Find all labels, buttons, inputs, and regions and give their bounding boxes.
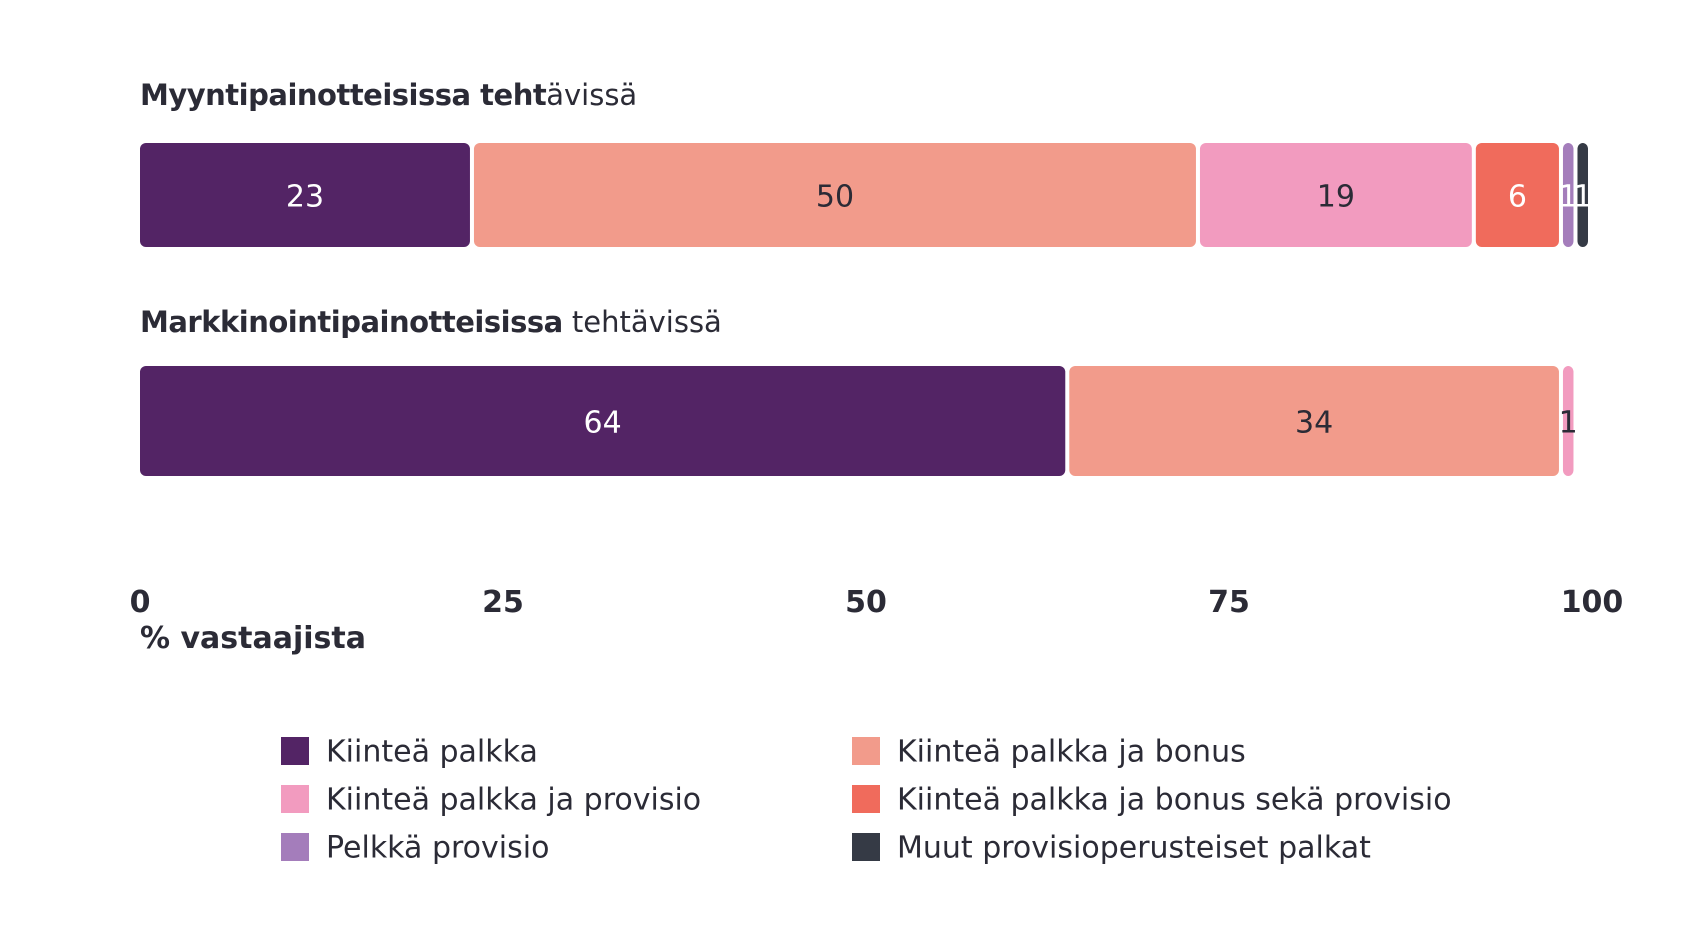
legend-swatch (281, 785, 309, 813)
legend-label: Muut provisioperusteiset palkat (897, 831, 1371, 866)
bar-segment (1562, 366, 1574, 476)
legend-swatch (852, 833, 880, 861)
bar-value-label: 19 (1317, 180, 1355, 215)
bar-segment (1475, 143, 1559, 247)
x-tick-label: 0 (130, 585, 151, 620)
legend-swatch (281, 737, 309, 765)
x-tick-label: 75 (1208, 585, 1250, 620)
legend-item: Kiinteä palkka ja provisio (281, 783, 701, 818)
legend-item: Muut provisioperusteiset palkat (852, 831, 1371, 866)
legend-swatch (852, 785, 880, 813)
bar-segment (473, 143, 1196, 247)
legend-label: Kiinteä palkka ja bonus sekä provisio (897, 783, 1452, 818)
bar-value-label: 64 (584, 406, 622, 441)
bar-segment (1562, 143, 1574, 247)
bar-value-label: 1 (1559, 180, 1578, 215)
x-axis-label: % vastaajista (140, 621, 366, 656)
legend-item: Pelkkä provisio (281, 831, 549, 866)
legend-item: Kiinteä palkka (281, 735, 538, 770)
bar-segment (1577, 143, 1588, 247)
legend-label: Kiinteä palkka ja provisio (326, 783, 701, 818)
bar-value-label: 6 (1508, 180, 1527, 215)
x-axis: 0 25 50 75 100 % vastaajista (130, 585, 1624, 656)
legend-item: Kiinteä palkka ja bonus (852, 735, 1246, 770)
bar-value-label: 1 (1559, 406, 1578, 441)
legend-swatch (281, 833, 309, 861)
bar-segment (140, 366, 1066, 476)
legend-label: Pelkkä provisio (326, 831, 549, 866)
x-tick-label: 25 (482, 585, 524, 620)
row-title-1: Markkinointipainotteisissa tehtävissä (140, 305, 722, 339)
bar-segment (1069, 366, 1559, 476)
legend-swatch (852, 737, 880, 765)
bar-segment (140, 143, 470, 247)
legend-label: Kiinteä palkka ja bonus (897, 735, 1246, 770)
x-tick-label: 100 (1561, 585, 1624, 620)
x-tick-label: 50 (845, 585, 887, 620)
legend-label: Kiinteä palkka (326, 735, 538, 770)
legend-item: Kiinteä palkka ja bonus sekä provisio (852, 783, 1452, 818)
bar-value-label: 34 (1295, 406, 1333, 441)
bar-value-label: 1 (1573, 180, 1592, 215)
bar-segment (1199, 143, 1472, 247)
row-title-0: Myyntipainotteisissa tehtävissä (140, 78, 637, 112)
bar-value-label: 50 (816, 180, 854, 215)
legend: Kiinteä palkka Kiinteä palkka ja bonus Kii… (281, 735, 1452, 866)
bar-value-label: 23 (286, 180, 324, 215)
